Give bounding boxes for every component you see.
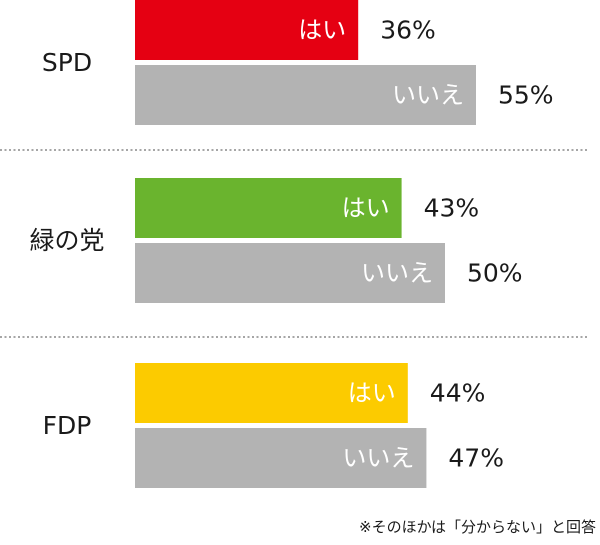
bar-label-3-2: いいえ bbox=[342, 444, 414, 472]
group-label-1: SPD bbox=[42, 48, 92, 77]
bar-label-1-2: いいえ bbox=[392, 81, 464, 109]
bar-label-2-1: はい bbox=[342, 194, 390, 222]
group-label-2: 緑の党 bbox=[29, 226, 104, 255]
bar-label-3-1: はい bbox=[348, 379, 396, 407]
footnote: ※そのほかは「分からない」と回答 bbox=[359, 518, 596, 536]
bar-1-2 bbox=[135, 65, 476, 125]
bar-label-2-2: いいえ bbox=[361, 259, 433, 287]
value-label-2-2: 50% bbox=[467, 259, 523, 288]
group-label-3: FDP bbox=[43, 411, 92, 440]
value-label-3-1: 44% bbox=[430, 379, 486, 408]
value-label-2-1: 43% bbox=[424, 194, 480, 223]
bar-3-2 bbox=[135, 428, 427, 488]
bar-2-2 bbox=[135, 243, 445, 303]
value-label-1-2: 55% bbox=[498, 81, 554, 110]
bar-2-1 bbox=[135, 178, 402, 238]
bar-1-1 bbox=[135, 0, 359, 60]
value-label-3-2: 47% bbox=[448, 444, 504, 473]
value-label-1-1: 36% bbox=[380, 16, 436, 45]
bar-label-1-1: はい bbox=[298, 16, 346, 44]
bar-3-1 bbox=[135, 363, 408, 423]
